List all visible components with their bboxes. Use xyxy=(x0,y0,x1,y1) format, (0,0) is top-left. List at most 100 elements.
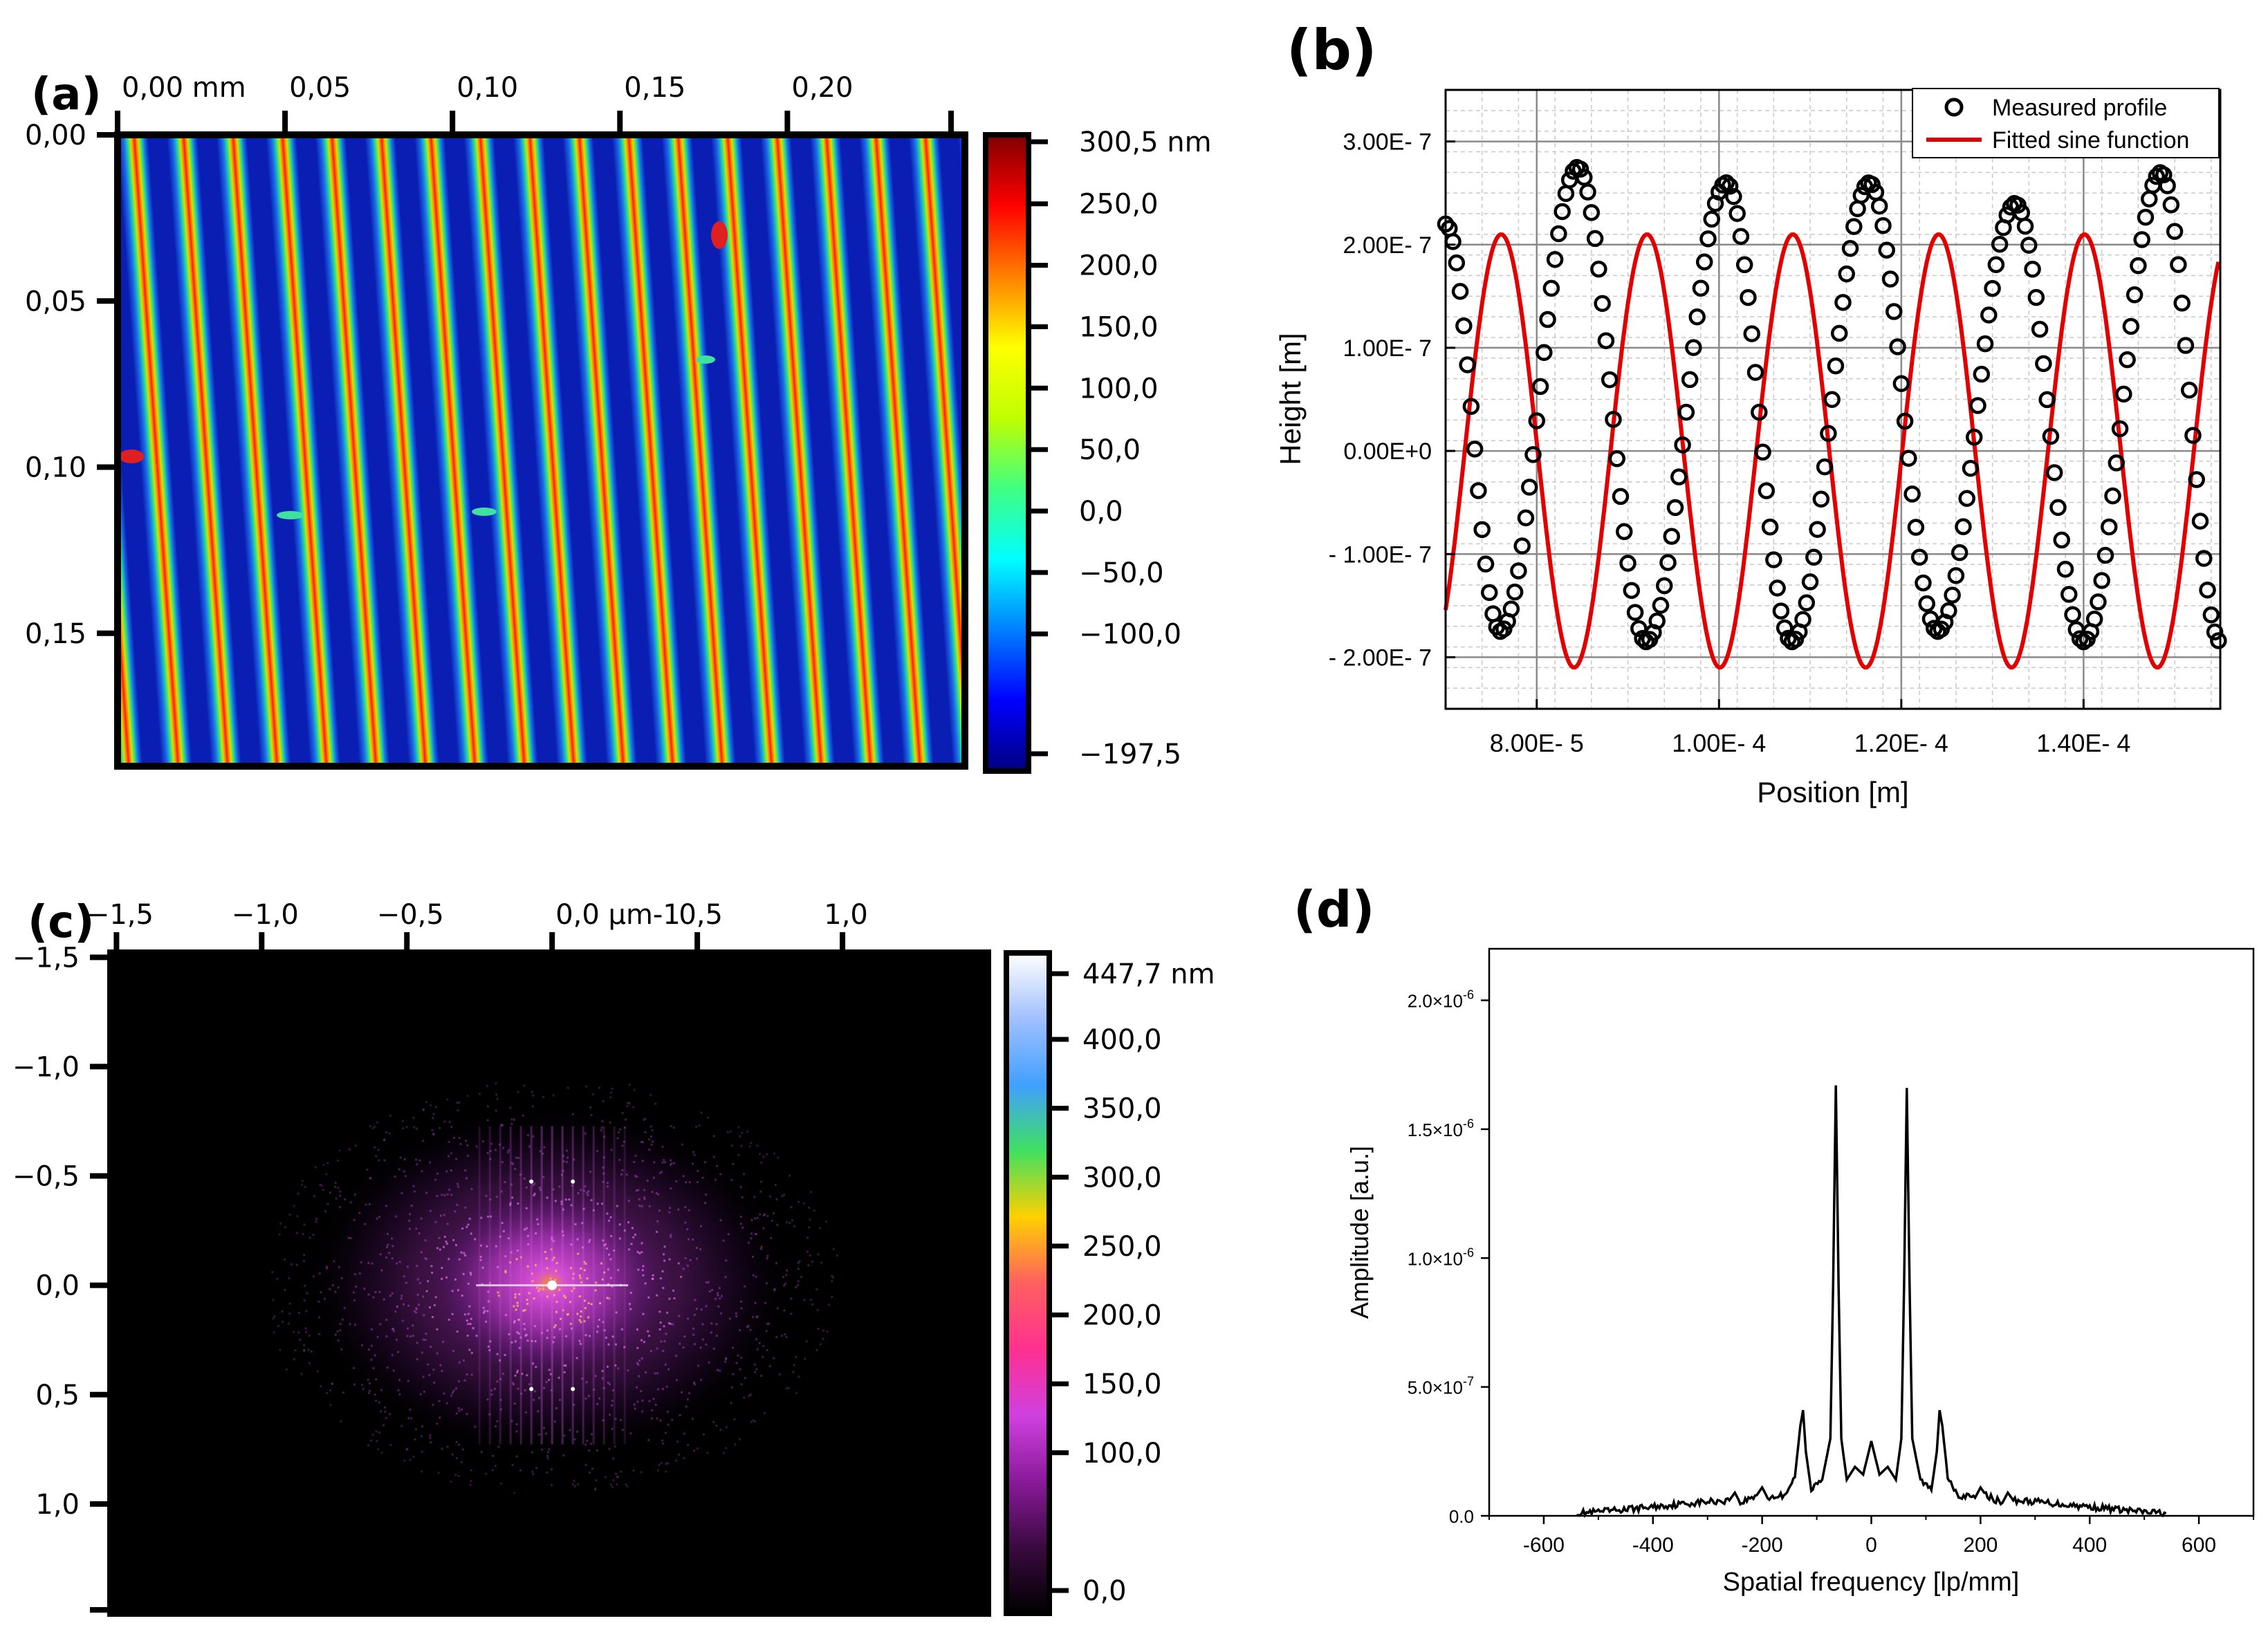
speckle xyxy=(445,1170,448,1173)
speckle xyxy=(601,1370,604,1373)
speckle xyxy=(424,1239,427,1242)
speckle xyxy=(589,1239,591,1241)
panel-a-y-ticks: 0,000,050,100,15 xyxy=(25,120,118,650)
speckle xyxy=(353,1218,356,1221)
panel-c-label: (c) xyxy=(28,897,94,948)
speckle xyxy=(284,1288,286,1291)
speckle xyxy=(608,1253,611,1256)
speckle xyxy=(382,1298,385,1301)
speckle xyxy=(826,1330,829,1333)
speckle xyxy=(546,1196,548,1199)
speckle xyxy=(730,1386,733,1389)
speckle xyxy=(502,1230,505,1232)
measured-point xyxy=(1571,160,1589,178)
speckle xyxy=(685,1405,688,1408)
speckle xyxy=(662,1388,665,1391)
speckle xyxy=(496,1353,499,1355)
speckle xyxy=(443,1392,445,1395)
measured-point xyxy=(1765,551,1782,568)
speckle xyxy=(396,1305,398,1308)
measured-point xyxy=(1801,573,1819,591)
speckle xyxy=(334,1182,337,1185)
speckle xyxy=(343,1306,346,1309)
speckle xyxy=(551,1236,553,1239)
measured-point xyxy=(2148,167,2166,185)
speckle xyxy=(367,1348,370,1351)
speckle xyxy=(670,1159,672,1162)
speckle xyxy=(610,1091,613,1094)
speckle xyxy=(584,1132,587,1135)
speckle xyxy=(667,1462,670,1465)
speckle xyxy=(641,1160,644,1162)
speckle xyxy=(418,1159,421,1162)
speckle xyxy=(601,1203,604,1205)
speckle xyxy=(611,1285,614,1288)
x-tick-label: 1,0 xyxy=(824,899,868,931)
speckle xyxy=(661,1171,663,1174)
speckle xyxy=(808,1226,811,1229)
speckle xyxy=(467,1282,470,1285)
speckle xyxy=(374,1291,377,1294)
speckle xyxy=(600,1126,603,1129)
speckle xyxy=(647,1438,650,1441)
speckle xyxy=(800,1276,803,1279)
speckle xyxy=(715,1425,718,1427)
speckle xyxy=(704,1202,707,1205)
speckle xyxy=(538,1433,541,1436)
measured-point xyxy=(1594,295,1611,313)
speckle xyxy=(405,1447,408,1450)
speckle xyxy=(326,1391,329,1394)
speckle xyxy=(689,1259,692,1261)
measured-point xyxy=(1590,260,1607,278)
speckle xyxy=(650,1143,653,1146)
speckle xyxy=(306,1292,308,1295)
speckle xyxy=(380,1452,383,1454)
speckle xyxy=(415,1227,418,1230)
measured-point xyxy=(1459,356,1476,373)
speckle xyxy=(776,1223,779,1226)
speckle xyxy=(640,1471,643,1474)
speckle xyxy=(288,1213,291,1216)
speckle xyxy=(363,1288,366,1290)
speckle xyxy=(697,1364,700,1367)
speckle xyxy=(633,1160,636,1163)
speckle xyxy=(425,1290,428,1292)
speckle xyxy=(652,1140,654,1143)
measured-point xyxy=(1732,228,1750,245)
speckle xyxy=(667,1423,670,1426)
speckle xyxy=(684,1221,687,1224)
speckle xyxy=(651,1190,654,1193)
speckle xyxy=(734,1443,737,1446)
speckle xyxy=(765,1330,768,1333)
measured-point xyxy=(1889,338,1906,355)
speckle xyxy=(589,1106,592,1109)
y-tick-mantissa: 1.0×10 xyxy=(1408,1248,1463,1269)
speckle xyxy=(279,1222,282,1225)
speckle xyxy=(579,1342,582,1345)
speckle xyxy=(583,1189,586,1192)
measured-point xyxy=(2191,512,2209,530)
speckle xyxy=(431,1129,434,1131)
speckle xyxy=(708,1361,710,1364)
measured-point xyxy=(2170,256,2187,273)
speckle xyxy=(536,1286,539,1289)
speckle xyxy=(578,1295,581,1298)
speckle xyxy=(504,1271,507,1274)
speckle xyxy=(511,1382,514,1384)
speckle xyxy=(523,1084,526,1087)
speckle xyxy=(658,1464,661,1467)
speckle xyxy=(637,1189,640,1191)
speckle xyxy=(462,1359,465,1362)
speckle xyxy=(522,1114,524,1117)
speckle xyxy=(495,1093,498,1096)
speckle xyxy=(608,1383,611,1386)
surface-artifact xyxy=(119,449,144,463)
speckle xyxy=(739,1223,742,1225)
colorbar-label: 100,0 xyxy=(1079,373,1159,405)
speckle xyxy=(623,1140,625,1143)
measured-point xyxy=(1940,602,1957,620)
speckle xyxy=(369,1382,371,1384)
speckle xyxy=(766,1215,769,1218)
speckle xyxy=(598,1397,601,1400)
speckle xyxy=(504,1180,506,1183)
